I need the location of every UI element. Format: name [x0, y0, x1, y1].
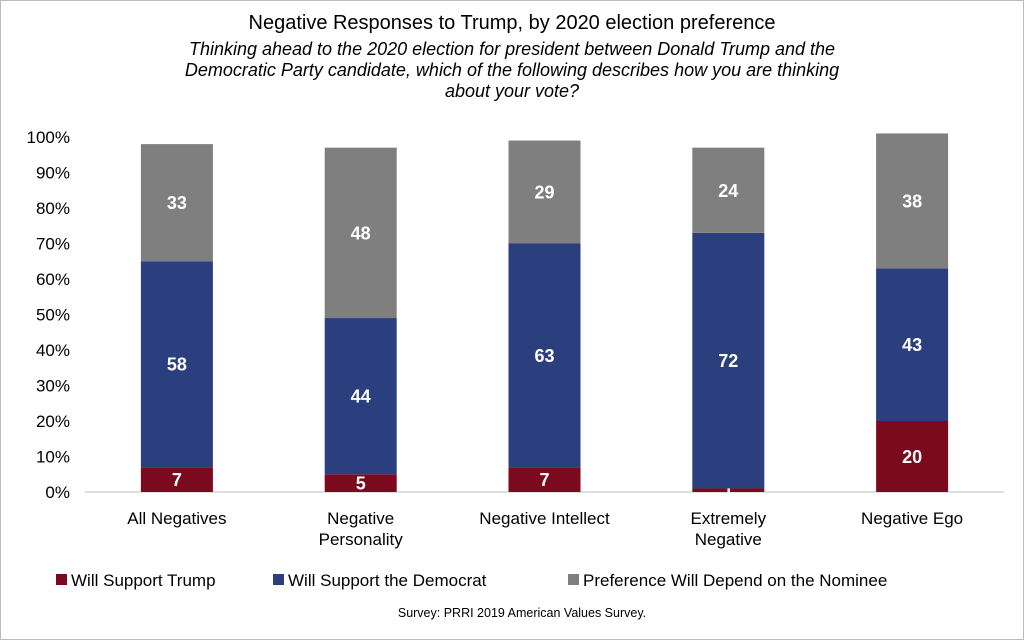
legend-label: Will Support Trump [71, 571, 216, 590]
x-axis-labels: All Negatives Negative Personality Negative… [127, 509, 963, 549]
data-label: 7 [539, 470, 549, 490]
bar-segment [692, 147, 765, 233]
bar-segment [140, 467, 213, 492]
category-label: Personality [319, 530, 404, 549]
bar-segment [324, 147, 397, 319]
legend-swatch [568, 574, 579, 585]
data-label: 43 [902, 335, 922, 355]
y-tick-label: 40% [36, 341, 70, 360]
bar-segment [692, 232, 765, 489]
y-tick-label: 80% [36, 199, 70, 218]
chart-title: Negative Responses to Trump, by 2020 ele… [249, 12, 776, 34]
bar-segment [324, 474, 397, 492]
bar-segment [876, 133, 949, 269]
bar-segment [140, 261, 213, 468]
data-label: 38 [902, 191, 922, 211]
data-label: 33 [167, 193, 187, 213]
data-label: 5 [356, 474, 366, 494]
bar-segment [508, 140, 581, 244]
y-axis: 0% 10% 20% 30% 40% 50% 60% 70% 80% 90% 100% [27, 128, 1004, 502]
data-label: 24 [718, 181, 738, 201]
data-label: 29 [534, 183, 554, 203]
legend-label: Will Support the Democrat [288, 571, 487, 590]
bar-segment [140, 144, 213, 262]
data-label: 72 [718, 351, 738, 371]
legend-swatch [56, 574, 67, 585]
bar-segment [876, 268, 949, 421]
y-tick-label: 70% [36, 235, 70, 254]
source-note: Survey: PRRI 2019 American Values Survey… [398, 606, 646, 620]
chart-subtitle: Thinking ahead to the 2020 election for … [185, 39, 839, 101]
data-label: 48 [351, 223, 371, 243]
category-label: All Negatives [127, 509, 226, 528]
category-label: Negative Ego [861, 509, 963, 528]
y-tick-label: 30% [36, 377, 70, 396]
y-tick-label: 20% [36, 412, 70, 431]
chart-subtitle-line: Democratic Party candidate, which of the… [185, 60, 839, 80]
bar-segment [324, 318, 397, 475]
category-label: Extremely [691, 509, 767, 528]
legend-swatch [273, 574, 284, 585]
data-label: 7 [172, 470, 182, 490]
data-label: 1 [723, 481, 733, 501]
y-tick-label: 90% [36, 164, 70, 183]
chart-subtitle-line: about your vote? [445, 81, 579, 101]
data-label: 20 [902, 447, 922, 467]
bar-segment [508, 467, 581, 492]
bar-segment [876, 421, 949, 492]
bar-segment [508, 243, 581, 468]
y-tick-label: 60% [36, 270, 70, 289]
category-label: Negative [327, 509, 394, 528]
y-tick-label: 50% [36, 306, 70, 325]
data-label: 44 [351, 387, 371, 407]
legend: Will Support Trump Will Support the Democ… [56, 571, 887, 590]
bars: 7 58 33 5 44 48 7 63 29 1 72 24 20 43 38 [140, 133, 949, 501]
bar-segment [692, 488, 765, 492]
chart-subtitle-line: Thinking ahead to the 2020 election for … [189, 39, 835, 59]
data-label: 63 [534, 346, 554, 366]
y-tick-label: 10% [36, 448, 70, 467]
category-label: Negative [695, 530, 762, 549]
data-label: 58 [167, 355, 187, 375]
legend-label: Preference Will Depend on the Nominee [583, 571, 887, 590]
y-tick-label: 0% [45, 483, 70, 502]
category-label: Negative Intellect [479, 509, 610, 528]
y-tick-label: 100% [27, 128, 70, 147]
